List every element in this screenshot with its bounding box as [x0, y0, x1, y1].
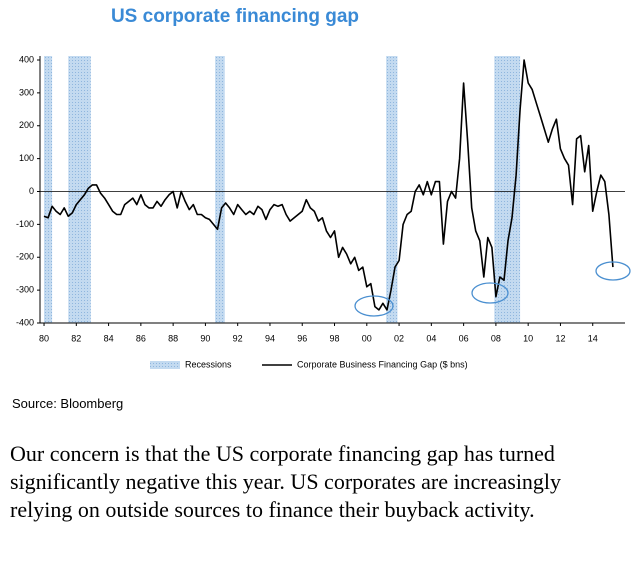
x-tick-label: 12 — [555, 333, 565, 343]
legend-swatch — [150, 361, 180, 369]
x-tick-label: 84 — [104, 333, 114, 343]
chart-title: US corporate financing gap — [111, 6, 359, 27]
recession-band — [386, 56, 398, 323]
y-tick-label: -100 — [16, 219, 34, 229]
commentary: Our concern is that the US corporate fin… — [10, 441, 562, 522]
x-tick-label: 06 — [459, 333, 469, 343]
x-tick-label: 82 — [71, 333, 81, 343]
highlight-circle — [595, 261, 631, 281]
x-tick-label: 08 — [491, 333, 501, 343]
y-tick-label: 300 — [19, 87, 34, 97]
recession-band — [215, 56, 225, 323]
x-tick-label: 86 — [136, 333, 146, 343]
y-tick-label: -200 — [16, 252, 34, 262]
x-tick-label: 92 — [233, 333, 243, 343]
source-note: Source: Bloomberg — [12, 396, 124, 411]
legend-label: Recessions — [185, 359, 232, 369]
highlight-circle — [354, 295, 394, 317]
x-tick-label: 10 — [523, 333, 533, 343]
y-tick-label: -400 — [16, 317, 34, 327]
x-tick-label: 00 — [362, 333, 372, 343]
y-tick-label: 200 — [19, 120, 34, 130]
x-tick-label: 94 — [265, 333, 275, 343]
x-tick-label: 04 — [426, 333, 436, 343]
x-tick-label: 98 — [330, 333, 340, 343]
recession-band — [494, 56, 521, 323]
x-tick-label: 90 — [200, 333, 210, 343]
x-tick-label: 96 — [297, 333, 307, 343]
highlight-circle — [471, 282, 509, 304]
x-tick-label: 80 — [39, 333, 49, 343]
chart: US corporate financing gap -400 -300 -200 -… — [16, 6, 631, 369]
recession-band — [68, 56, 91, 323]
y-tick-label: -300 — [16, 285, 34, 295]
x-tick-label: 02 — [394, 333, 404, 343]
x-tick-label: 14 — [588, 333, 598, 343]
legend-label: Corporate Business Financing Gap ($ bns) — [297, 359, 468, 369]
y-tick-label: 0 — [29, 186, 34, 196]
x-tick-label: 88 — [168, 333, 178, 343]
y-tick-label: 400 — [19, 54, 34, 64]
recession-band — [44, 56, 53, 323]
data-line — [43, 59, 614, 311]
y-tick-label: 100 — [19, 153, 34, 163]
annotations — [354, 261, 631, 317]
